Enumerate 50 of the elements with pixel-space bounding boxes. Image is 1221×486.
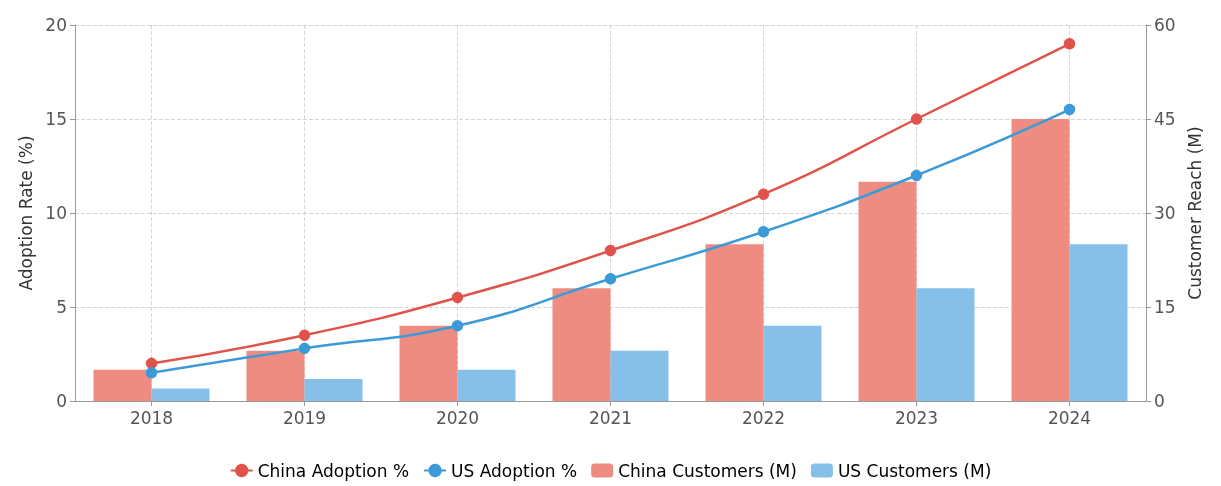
point <box>910 169 923 182</box>
y2-tick-label: 0 <box>1154 391 1165 411</box>
x-tick-label: 2022 <box>741 407 786 428</box>
y-tick-label: 15 <box>45 109 67 129</box>
x-tick-label: 2024 <box>1047 407 1092 428</box>
point <box>1063 38 1076 50</box>
y2-tick-label: 30 <box>1154 203 1176 223</box>
bar <box>1011 119 1070 401</box>
y-axis-title: Adoption Rate (%) <box>15 135 36 291</box>
point <box>451 320 464 332</box>
x-tick-label: 2023 <box>894 407 939 428</box>
legend-label: US Customers (M) <box>837 460 992 481</box>
bar <box>610 350 669 401</box>
bar <box>763 325 822 401</box>
x-tick-label: 2019 <box>282 407 327 428</box>
bar <box>399 325 458 401</box>
y-tick-label: 0 <box>56 391 67 411</box>
point <box>145 367 158 379</box>
y-tick-label: 10 <box>45 203 67 223</box>
bar <box>304 379 363 401</box>
legend-label: US Adoption % <box>451 460 578 481</box>
x-tick-label: 2020 <box>435 407 480 428</box>
bar <box>916 288 975 401</box>
point <box>604 244 617 257</box>
point <box>604 273 617 285</box>
bar <box>151 388 210 401</box>
bar <box>705 244 764 401</box>
legend-label: China Adoption % <box>257 460 410 481</box>
bar <box>457 369 516 401</box>
y2-axis-title: Customer Reach (M) <box>1185 126 1206 300</box>
point <box>910 113 923 125</box>
y2-tick-label: 60 <box>1154 15 1176 35</box>
bar <box>246 350 305 401</box>
point <box>757 226 770 238</box>
y-tick-label: 20 <box>45 15 67 35</box>
bar <box>93 369 152 401</box>
point <box>451 291 464 304</box>
point <box>1063 103 1076 116</box>
bar <box>552 288 611 401</box>
legend-label: China Customers (M) <box>618 460 797 481</box>
y2-tick-label: 15 <box>1154 297 1176 317</box>
bar <box>1069 244 1128 401</box>
y2-tick-label: 45 <box>1154 109 1176 129</box>
bar <box>858 181 917 401</box>
point <box>298 342 311 355</box>
point <box>298 329 311 341</box>
point <box>757 188 770 200</box>
x-tick-label: 2021 <box>588 407 633 428</box>
y-tick-label: 5 <box>56 297 67 317</box>
x-tick-label: 2018 <box>129 407 174 428</box>
